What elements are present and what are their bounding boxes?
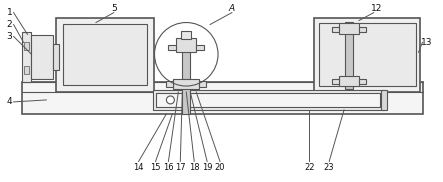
Bar — [181, 31, 191, 39]
Text: 19: 19 — [202, 163, 212, 172]
Bar — [53, 44, 59, 70]
Bar — [173, 79, 199, 89]
Bar — [319, 23, 416, 86]
Bar — [332, 27, 339, 32]
Bar — [183, 39, 190, 114]
Bar — [156, 93, 380, 107]
Bar — [359, 79, 366, 84]
Bar — [199, 81, 206, 87]
Bar — [22, 82, 424, 114]
Bar — [176, 38, 196, 52]
Bar — [332, 79, 339, 84]
Bar — [22, 32, 31, 82]
Circle shape — [167, 96, 175, 104]
Text: 18: 18 — [189, 163, 199, 172]
Text: 4: 4 — [7, 97, 12, 106]
Text: 16: 16 — [163, 163, 174, 172]
Bar — [381, 90, 387, 110]
Bar — [196, 45, 204, 50]
Text: 13: 13 — [421, 38, 432, 47]
Bar — [167, 81, 173, 87]
Text: 15: 15 — [150, 163, 161, 172]
Text: 20: 20 — [215, 163, 225, 172]
Bar — [31, 35, 53, 79]
Text: 5: 5 — [111, 4, 117, 13]
Text: 1: 1 — [7, 8, 12, 17]
Bar — [23, 42, 30, 50]
Bar — [56, 18, 154, 92]
Text: 22: 22 — [304, 163, 315, 172]
Text: 12: 12 — [371, 4, 382, 13]
Bar — [359, 27, 366, 32]
Text: 23: 23 — [324, 163, 334, 172]
Bar — [314, 18, 420, 92]
Text: 17: 17 — [175, 163, 186, 172]
Text: 14: 14 — [133, 163, 144, 172]
Bar — [345, 21, 353, 89]
Bar — [23, 66, 30, 74]
Bar — [168, 45, 176, 50]
Bar — [63, 23, 147, 85]
Bar — [339, 23, 359, 34]
Text: A: A — [229, 4, 235, 13]
Bar — [339, 76, 359, 86]
Text: 3: 3 — [7, 32, 12, 41]
Bar — [152, 90, 384, 110]
Text: 2: 2 — [7, 20, 12, 29]
